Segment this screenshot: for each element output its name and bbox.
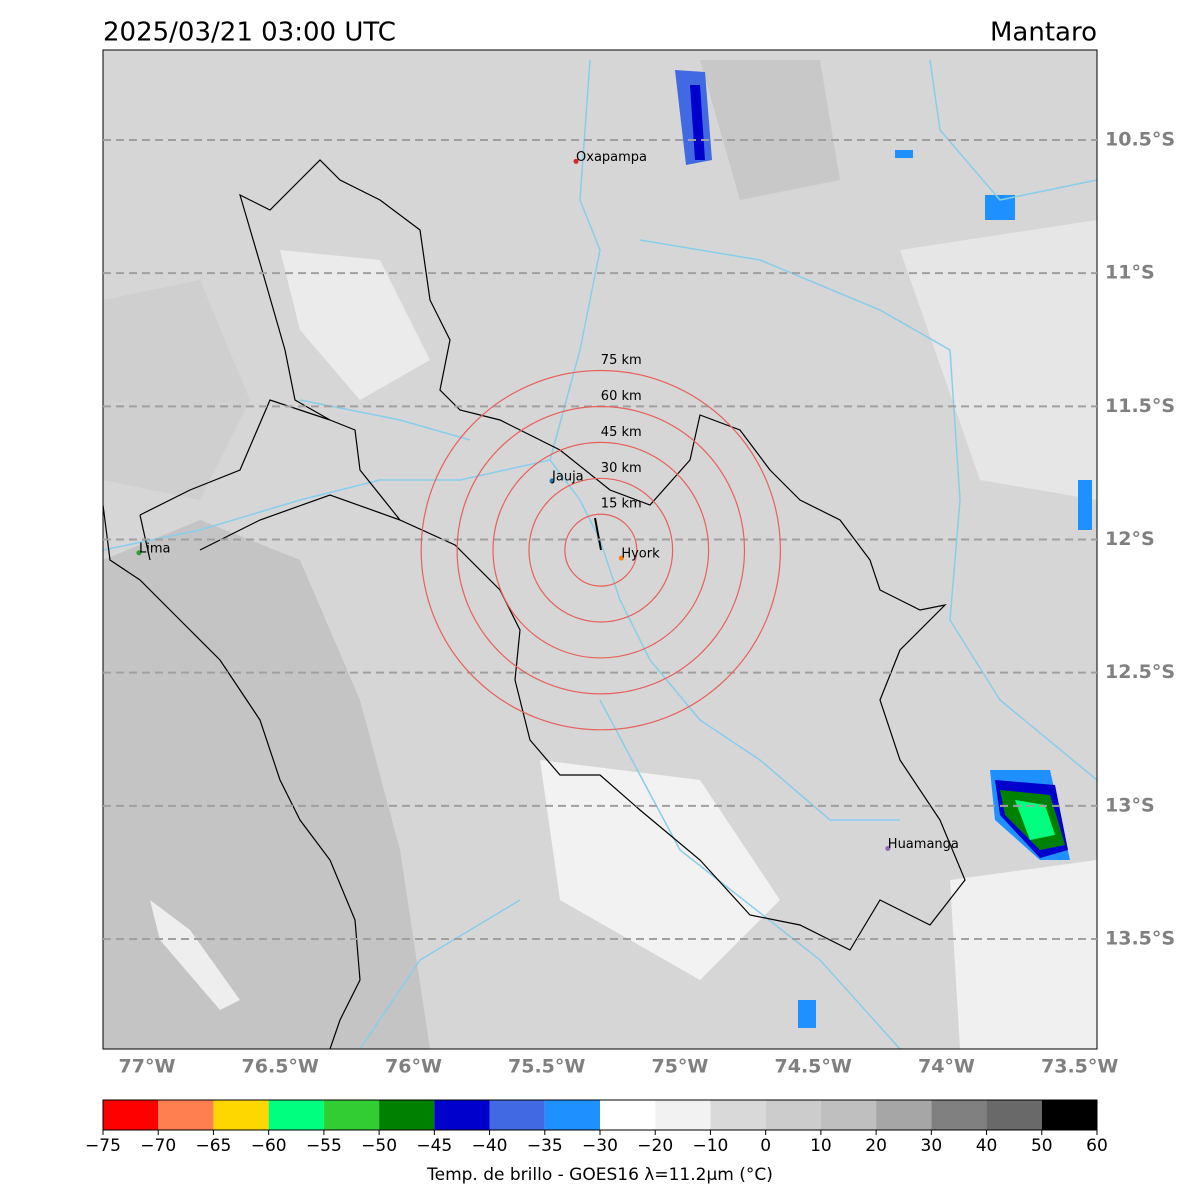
lon-tick-label: 75.5°W <box>508 1056 585 1078</box>
colorbar-tick-label: 20 <box>865 1136 887 1156</box>
region-title: Mantaro <box>990 18 1097 48</box>
colorbar-segment <box>931 1100 987 1130</box>
colorbar-tick-label: −65 <box>195 1136 231 1156</box>
colorbar-label: Temp. de brillo - GOES16 λ=11.2μm (°C) <box>426 1165 773 1185</box>
ring-label: 60 km <box>601 389 642 404</box>
colorbar-segment <box>710 1100 766 1130</box>
range-ring <box>456 405 746 695</box>
ring-label: 15 km <box>601 497 642 512</box>
city-marker <box>618 555 624 561</box>
colorbar-segment <box>1041 1100 1097 1130</box>
city-label: Lima <box>139 541 170 556</box>
colorbar-tick-label: −35 <box>527 1136 563 1156</box>
lon-tick-label: 76.5°W <box>242 1056 319 1078</box>
colorbar-tick-label: −40 <box>472 1136 508 1156</box>
city-marker <box>885 845 891 851</box>
lon-tick-label: 74°W <box>918 1056 975 1078</box>
range-ring <box>528 477 674 623</box>
colorbar-segment <box>655 1100 711 1130</box>
city-marker <box>573 158 579 164</box>
colorbar-tick-label: −10 <box>692 1136 728 1156</box>
colorbar-segment <box>820 1100 877 1130</box>
colorbar-segment <box>765 1100 821 1130</box>
range-ring <box>492 441 710 659</box>
map-frame <box>102 49 1098 1050</box>
colorbar-segment <box>158 1100 214 1130</box>
lon-tick-label: 74.5°W <box>775 1056 852 1078</box>
colorbar-tick-label: −75 <box>85 1136 121 1156</box>
city-marker <box>549 478 555 484</box>
colorbar-segment <box>986 1100 1042 1130</box>
colorbar-segment <box>103 1100 159 1130</box>
lat-tick-label: 10.5°S <box>1105 129 1175 151</box>
colorbar-tick-label: −30 <box>582 1136 618 1156</box>
colorbar-tick-label: −60 <box>251 1136 287 1156</box>
city-label: Oxapampa <box>576 150 647 165</box>
colorbar-segment <box>434 1100 490 1130</box>
range-ring <box>420 369 782 731</box>
lat-tick-label: 13.5°S <box>1105 928 1175 950</box>
range-ring <box>564 513 638 587</box>
overlay <box>103 139 1097 941</box>
lon-tick-label: 75°W <box>651 1056 708 1078</box>
lat-tick-label: 13°S <box>1105 794 1155 816</box>
colorbar-segment <box>379 1100 435 1130</box>
colorbar-tick-label: 30 <box>921 1136 943 1156</box>
satellite-field <box>103 50 1097 1049</box>
colorbar-tick-label: 50 <box>1031 1136 1053 1156</box>
city-marker <box>136 550 142 556</box>
colorbar-tick-label: 0 <box>760 1136 771 1156</box>
city-label: Huamanga <box>888 837 959 852</box>
city-label: Jauja <box>551 469 584 484</box>
lat-tick-label: 12.5°S <box>1105 661 1175 683</box>
lon-tick-label: 77°W <box>119 1056 176 1078</box>
colorbar-segment <box>213 1100 269 1130</box>
title: 2025/03/21 03:00 UTC <box>103 18 396 48</box>
ring-label: 45 km <box>601 425 642 440</box>
colorbar-tick-label: −45 <box>416 1136 452 1156</box>
colorbar-tick-label: 10 <box>810 1136 832 1156</box>
city-label: Hyork <box>621 547 660 562</box>
ring-label: 30 km <box>601 461 642 476</box>
colorbar-tick-label: −20 <box>637 1136 673 1156</box>
colorbar-tick-label: −55 <box>306 1136 342 1156</box>
ring-label: 75 km <box>601 353 642 368</box>
lon-tick-label: 73.5°W <box>1041 1056 1118 1078</box>
colorbar-tick-label: 40 <box>976 1136 998 1156</box>
lat-tick-label: 11°S <box>1105 262 1155 284</box>
colorbar-segment <box>489 1100 545 1130</box>
colorbar-segment <box>876 1100 932 1130</box>
colorbar-tick-label: 60 <box>1086 1136 1108 1156</box>
colorbar-segment <box>323 1100 380 1130</box>
lon-tick-label: 76°W <box>385 1056 442 1078</box>
lat-tick-label: 12°S <box>1105 528 1155 550</box>
colorbar-segment <box>600 1100 656 1130</box>
colorbar-segment <box>268 1100 324 1130</box>
colorbar-segment <box>544 1100 600 1130</box>
colorbar-tick-label: −70 <box>140 1136 176 1156</box>
lat-tick-label: 11.5°S <box>1105 395 1175 417</box>
colorbar-tick-label: −50 <box>361 1136 397 1156</box>
